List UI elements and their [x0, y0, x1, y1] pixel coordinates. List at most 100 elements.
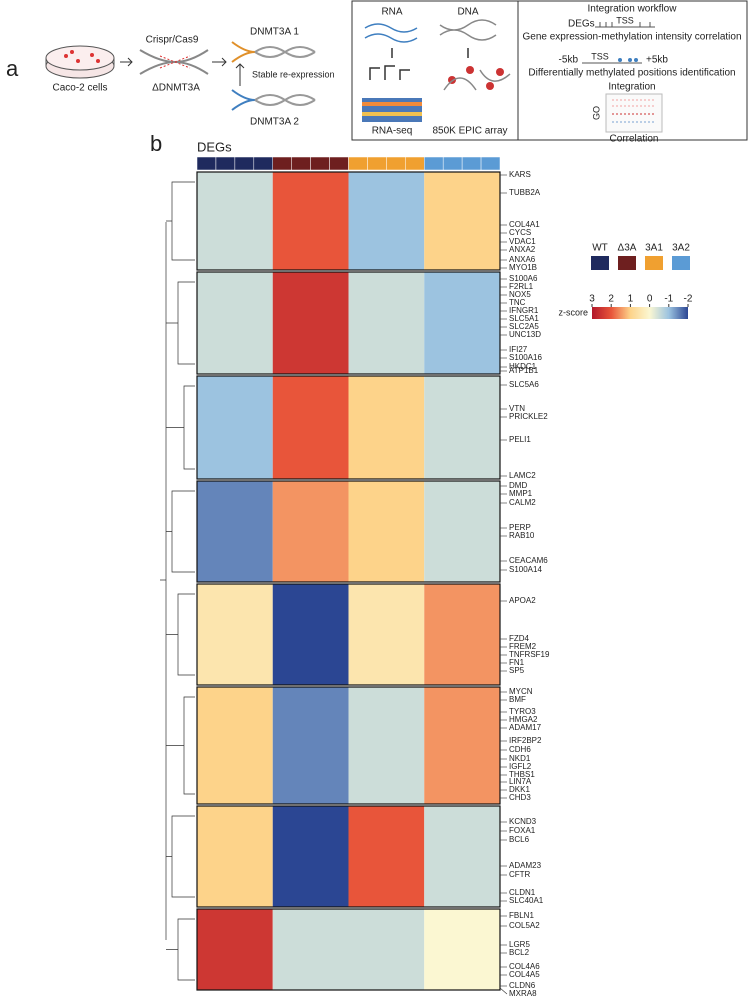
group-header	[291, 156, 311, 171]
gene-label: NOX5	[509, 290, 531, 299]
gene-label: VDAC1	[509, 237, 536, 246]
gene-label: NKD1	[509, 754, 531, 763]
heatmap-block	[424, 584, 500, 685]
group-header	[348, 156, 368, 171]
gene-label: DKK1	[509, 785, 530, 794]
gene-leader	[499, 987, 508, 995]
dendrogram	[166, 385, 195, 470]
gene-label: MMP1	[509, 489, 533, 498]
heatmap-block	[348, 481, 425, 582]
gene-label: KARS	[509, 170, 531, 179]
heatmap-block	[197, 376, 273, 479]
gene-label: FZD4	[509, 634, 530, 643]
heatmap-block	[197, 584, 273, 685]
box	[517, 0, 748, 141]
heatmap-block	[272, 909, 349, 990]
colorbar-label: z-score	[558, 307, 588, 317]
integration-label: Integration	[608, 82, 655, 93]
dish	[45, 45, 115, 79]
rnaseq-heatmap	[362, 98, 422, 122]
gene-label: CEACAM6	[509, 556, 548, 565]
group-header	[310, 156, 330, 171]
group-header	[234, 156, 255, 171]
gene-label: LGR5	[509, 940, 530, 949]
cluster-border	[196, 480, 501, 583]
heatmap-block	[197, 481, 273, 582]
heatmap-block	[272, 584, 349, 685]
colorbar-tick-label: 0	[647, 294, 653, 305]
colorbar-tick-label: -2	[684, 294, 693, 305]
cluster-border	[196, 908, 501, 991]
gene-label: BCL6	[509, 835, 530, 844]
gene-label: MXRA8	[509, 989, 537, 998]
dendrogram	[166, 815, 195, 898]
group-header	[367, 156, 387, 171]
gene-label: TUBB2A	[509, 188, 541, 197]
heatmap-block	[424, 272, 500, 374]
gene-label: COL5A2	[509, 921, 540, 930]
gene-label: FOXA1	[509, 826, 536, 835]
panel-label: a	[6, 56, 19, 81]
group-header	[424, 156, 444, 171]
cluster-border	[196, 171, 501, 271]
group-header	[329, 156, 349, 171]
heatmap-block	[197, 272, 273, 374]
dendrogram	[166, 918, 195, 981]
dna-helix	[231, 41, 316, 111]
gene-label: PRICKLE2	[509, 412, 548, 421]
heatmap-block	[272, 272, 349, 374]
legend-label: Δ3A	[618, 243, 637, 254]
gene-label: CFTR	[509, 870, 531, 879]
heatmap-block	[272, 687, 349, 804]
integration-plot	[605, 93, 663, 133]
crispr-label: Crispr/Cas9	[146, 35, 199, 46]
heatmap-block	[424, 172, 500, 270]
dendrogram	[166, 696, 195, 795]
heatmap-title: DEGs	[197, 139, 232, 154]
gene-label: CYCS	[509, 228, 531, 237]
dna-label: DNA	[457, 7, 478, 18]
gene-label: LAMC2	[509, 471, 536, 480]
rnaseq-label: RNA-seq	[372, 126, 413, 137]
gene-label: ADAM23	[509, 861, 542, 870]
gene-label: SP5	[509, 666, 525, 675]
heatmap-block	[197, 909, 273, 990]
gene-label: ADAM17	[509, 723, 542, 732]
dendrogram	[166, 181, 195, 261]
gene-label: PELI1	[509, 435, 531, 444]
gene-label: S100A16	[509, 353, 542, 362]
heatmap-block	[348, 806, 425, 907]
gene-label: RAB10	[509, 531, 535, 540]
gene-label: TNC	[509, 298, 526, 307]
workflow-title: Integration workflow	[588, 4, 678, 15]
gene-label: PERP	[509, 523, 531, 532]
gene-label: MYO1B	[509, 263, 537, 272]
gene-label: BMF	[509, 695, 526, 704]
gene-label: ATP1B1	[509, 366, 539, 375]
gene-label: CLDN1	[509, 888, 536, 897]
legend-swatch	[618, 256, 636, 270]
heatmap-block	[424, 376, 500, 479]
heatmap-block	[424, 481, 500, 582]
group-header	[272, 156, 292, 171]
heatmap-block	[197, 806, 273, 907]
heatmap-block	[272, 376, 349, 479]
heatmap-block	[272, 172, 349, 270]
colorbar-tick-label: -1	[664, 294, 673, 305]
group-header	[405, 156, 425, 171]
gene-label: SLC5A1	[509, 314, 539, 323]
gene-label: FN1	[509, 658, 525, 667]
degs-label: DEGs	[568, 19, 595, 30]
gene-label: COL4A6	[509, 962, 540, 971]
group-header	[253, 156, 273, 171]
gene-label: IGFL2	[509, 762, 532, 771]
gene-label: BCL2	[509, 948, 530, 957]
gene-label: HMGA2	[509, 715, 538, 724]
colorbar	[592, 307, 688, 319]
gene-label: DMD	[509, 481, 527, 490]
gene-label: THBS1	[509, 770, 535, 779]
gene-label: MYCN	[509, 687, 533, 696]
gene-label: APOA2	[509, 596, 536, 605]
arrow	[235, 63, 245, 86]
correlation-label: Correlation	[610, 134, 659, 145]
